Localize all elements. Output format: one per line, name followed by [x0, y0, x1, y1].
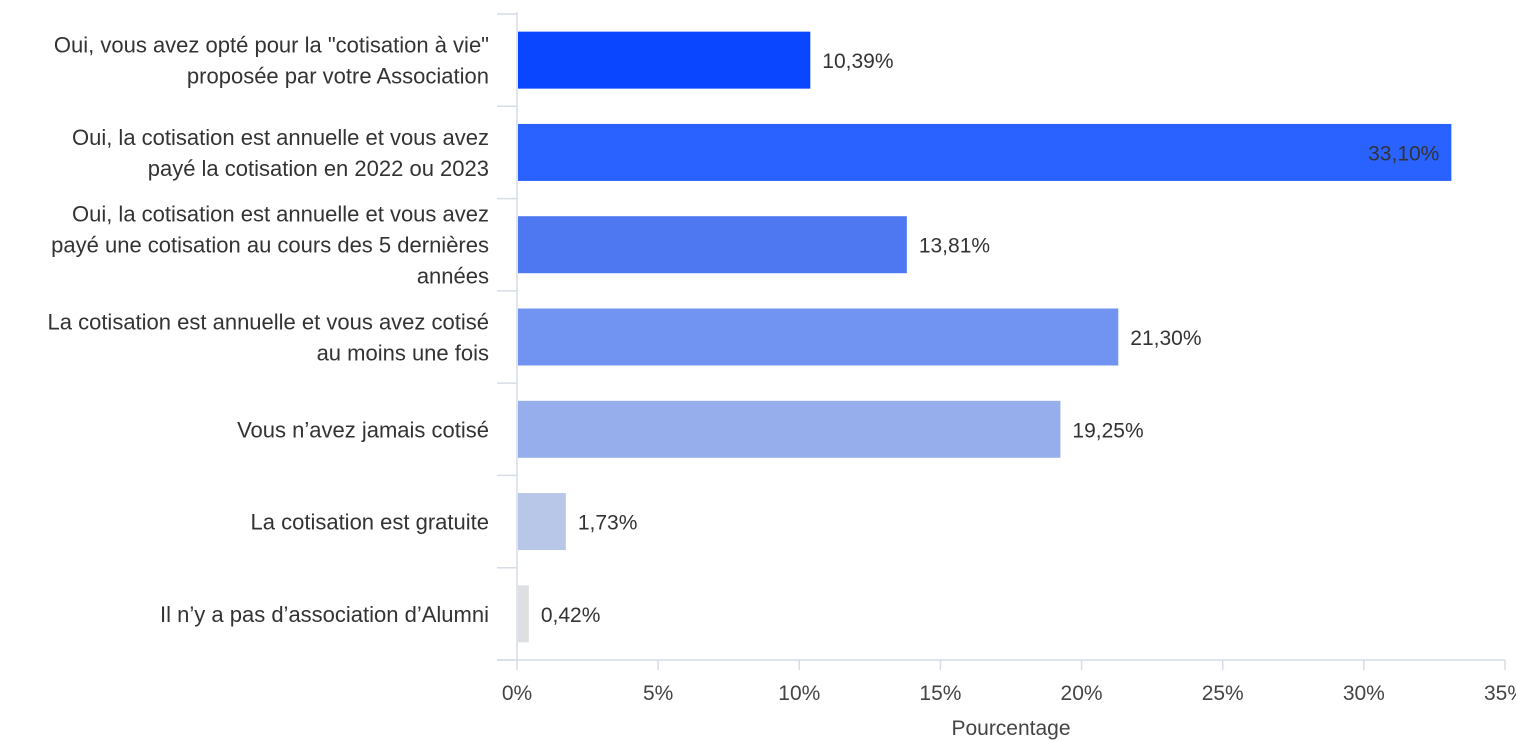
category-label: La cotisation est gratuite	[251, 510, 489, 535]
category-label-line: années	[417, 264, 489, 289]
category-label-line: La cotisation est gratuite	[251, 510, 489, 535]
category-label: Oui, la cotisation est annuelle et vous …	[51, 202, 489, 289]
value-label: 10,39%	[822, 50, 893, 73]
category-label-line: Vous n’avez jamais cotisé	[237, 417, 489, 442]
category-label-line: payé une cotisation au cours des 5 derni…	[51, 233, 489, 258]
category-label-line: proposée par votre Association	[187, 64, 489, 89]
bars	[518, 31, 1452, 643]
category-label: Il n’y a pas d’association d’Alumni	[160, 602, 489, 627]
x-axis-title: Pourcentage	[951, 717, 1070, 740]
category-label-line: Il n’y a pas d’association d’Alumni	[160, 602, 489, 627]
value-label: 0,42%	[541, 604, 601, 627]
category-label-line: Oui, la cotisation est annuelle et vous …	[72, 202, 489, 227]
axes	[497, 12, 1506, 670]
x-tick-label: 30%	[1343, 682, 1385, 705]
value-label: 13,81%	[919, 235, 990, 258]
x-tick-label: 10%	[778, 682, 820, 705]
bar	[518, 123, 1452, 181]
bar	[518, 216, 907, 274]
category-label-line: Oui, vous avez opté pour la "cotisation …	[54, 33, 489, 58]
category-label: Oui, la cotisation est annuelle et vous …	[72, 125, 489, 181]
x-tick-label: 25%	[1202, 682, 1244, 705]
bar	[518, 31, 811, 89]
value-label: 19,25%	[1072, 419, 1143, 442]
category-label-line: au moins une fois	[317, 341, 489, 366]
category-label-line: payé la cotisation en 2022 ou 2023	[148, 156, 489, 181]
category-label: Vous n’avez jamais cotisé	[237, 417, 489, 442]
bar	[518, 585, 529, 643]
category-label: La cotisation est annuelle et vous avez …	[48, 310, 490, 366]
x-tick-label: 15%	[919, 682, 961, 705]
x-tick-label: 20%	[1061, 682, 1103, 705]
bar	[518, 308, 1119, 366]
value-label: 1,73%	[578, 512, 638, 535]
category-label-line: Oui, la cotisation est annuelle et vous …	[72, 125, 489, 150]
value-label: 33,10%	[1368, 142, 1439, 165]
x-tick-label: 5%	[643, 682, 673, 705]
x-tick-label: 0%	[502, 682, 532, 705]
category-label: Oui, vous avez opté pour la "cotisation …	[54, 33, 489, 89]
value-label: 21,30%	[1130, 327, 1201, 350]
labels: 0% 5% 10% 15% 20% 25% 30% 35% Oui, vous avez opt…	[48, 33, 1516, 705]
x-tick-label: 35%	[1484, 682, 1516, 705]
bar	[518, 493, 566, 551]
bar	[518, 400, 1061, 458]
category-label-line: La cotisation est annuelle et vous avez …	[48, 310, 490, 335]
